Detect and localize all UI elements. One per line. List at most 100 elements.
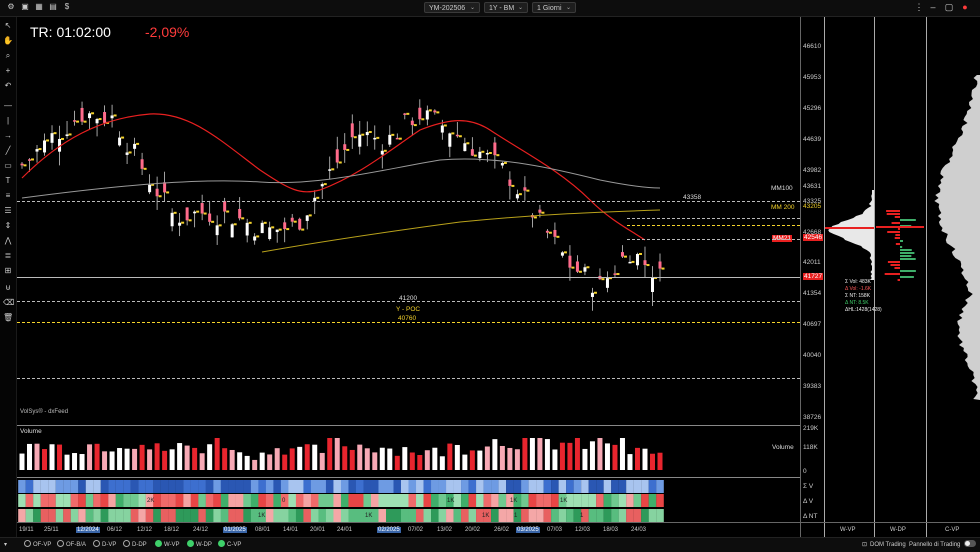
heat-cell xyxy=(138,494,146,507)
channel-icon[interactable]: ≡ xyxy=(5,191,11,200)
wdp-bar xyxy=(894,237,900,239)
heat-cell xyxy=(573,509,582,522)
heat-cell xyxy=(506,494,514,507)
heat-cell xyxy=(438,509,447,522)
heat-cell xyxy=(40,494,49,507)
wdp-bar xyxy=(894,216,900,218)
heat-cell xyxy=(581,494,589,507)
text-icon[interactable]: T xyxy=(5,176,11,185)
volume-bar xyxy=(244,455,250,470)
heat-cell xyxy=(70,509,79,522)
trash-icon[interactable]: 🗑 xyxy=(3,313,14,322)
view-toggle-w-dp[interactable]: W-DP xyxy=(187,540,212,550)
view-toggle-d-vp[interactable]: D-VP xyxy=(93,540,116,550)
volume-bar xyxy=(537,438,543,470)
view-toggle-of-vp[interactable]: OF-VP xyxy=(24,540,51,550)
view-toggle-w-vp[interactable]: W-VP xyxy=(155,540,180,550)
candle xyxy=(215,215,222,245)
trendline-icon[interactable]: ╱ xyxy=(5,146,11,155)
heat-cell xyxy=(588,509,597,522)
timeframe-select[interactable]: 1Y - BM ⌄ xyxy=(484,2,528,13)
undo-icon[interactable]: ↶ xyxy=(4,81,12,90)
price-tick-label: 43205 xyxy=(803,203,822,211)
trading-panel-label[interactable]: Pannello di Trading xyxy=(909,542,961,548)
heat-cell xyxy=(498,509,507,522)
wdp-bar xyxy=(887,231,900,233)
measure-icon[interactable]: ⇕ xyxy=(4,221,12,230)
heat-cell xyxy=(566,494,574,507)
crosshair-icon[interactable]: + xyxy=(5,66,11,75)
zoom-icon[interactable]: ⌕ xyxy=(5,51,11,60)
dom-trading-label[interactable]: DOM Trading xyxy=(870,542,906,548)
vertical-line-icon[interactable]: | xyxy=(6,116,10,125)
view-toggle-d-dp[interactable]: D-DP xyxy=(123,540,147,550)
symbol-select[interactable]: YM-202506 ⌄ xyxy=(424,2,480,13)
wdp-bar xyxy=(895,234,900,236)
heat-cell xyxy=(416,480,424,493)
candle xyxy=(58,125,65,166)
date-tick-label: 24/01 xyxy=(337,527,353,533)
wdp-bar xyxy=(900,255,912,257)
trading-panel-toggle[interactable] xyxy=(964,540,976,547)
heat-cell xyxy=(213,494,221,507)
cursor-icon[interactable]: ↖ xyxy=(4,21,12,30)
price-tick-label: 43631 xyxy=(803,183,822,191)
close-icon[interactable]: ● xyxy=(962,2,968,12)
heat-cell xyxy=(521,509,529,522)
candle xyxy=(568,245,575,281)
heat-cell xyxy=(618,494,627,507)
heat-cell xyxy=(153,480,161,493)
more-icon[interactable]: ⋮ xyxy=(914,2,924,12)
heat-cell xyxy=(55,509,64,522)
view-toggle-of-b-a[interactable]: OF-B/A xyxy=(57,540,86,550)
layout-icon[interactable]: ▤ xyxy=(49,2,57,11)
grid-icon[interactable]: ▦ xyxy=(35,2,43,11)
screenshot-icon[interactable]: ▣ xyxy=(21,2,29,11)
candle xyxy=(110,104,117,128)
magnet-icon[interactable]: ⊍ xyxy=(5,283,11,292)
heat-cell xyxy=(25,494,34,507)
heat-cell xyxy=(378,509,387,522)
heat-cell xyxy=(108,480,116,493)
heat-cell xyxy=(431,509,439,522)
expand-icon[interactable]: ▾ xyxy=(4,542,8,548)
dom-icon[interactable]: ⊡ xyxy=(862,542,868,548)
fib-icon[interactable]: ☰ xyxy=(4,206,12,215)
ray-icon[interactable]: → xyxy=(4,131,12,140)
heat-cell xyxy=(401,509,409,522)
dollar-icon[interactable]: $ xyxy=(64,2,70,11)
heat-cell xyxy=(130,480,139,493)
candle xyxy=(448,132,455,158)
period-select[interactable]: 1 Giorni ⌄ xyxy=(532,2,576,13)
heat-cell xyxy=(288,494,297,507)
radio-icon xyxy=(93,540,100,547)
candle xyxy=(320,182,327,200)
candle xyxy=(388,125,395,148)
hand-icon[interactable]: ✋ xyxy=(3,36,13,45)
maximize-icon[interactable]: ▢ xyxy=(944,2,954,12)
rectangle-icon[interactable]: ▭ xyxy=(4,161,12,170)
heat-cell xyxy=(235,509,244,522)
date-tick-label: 18/03 xyxy=(603,527,619,533)
price-tick-label: 41354 xyxy=(803,290,822,298)
wvp-profile xyxy=(828,190,874,280)
pattern-icon[interactable]: ⋀ xyxy=(4,236,12,245)
price-tick-label: 41727 xyxy=(803,272,824,280)
mm200-label: MM 200 xyxy=(771,204,795,211)
horizontal-line-icon[interactable]: — xyxy=(4,101,12,110)
heat-cell xyxy=(408,480,417,493)
heat-cell xyxy=(130,509,139,522)
tool-list-icon[interactable]: ≣ xyxy=(4,251,12,260)
settings-icon[interactable]: ⚙ xyxy=(7,2,15,11)
candle xyxy=(658,253,665,282)
delta-row-label: Σ V xyxy=(803,483,814,490)
level-line-c xyxy=(627,239,800,240)
view-toggle-c-vp[interactable]: C-VP xyxy=(218,540,241,550)
eraser-icon[interactable]: ⌫ xyxy=(3,298,15,307)
volume-bar xyxy=(289,448,295,470)
view-toggle-label: W-DP xyxy=(196,542,212,548)
minimize-icon[interactable]: – xyxy=(930,2,936,12)
ruler-icon[interactable]: ⊞ xyxy=(4,266,12,275)
heat-cell xyxy=(423,494,432,507)
